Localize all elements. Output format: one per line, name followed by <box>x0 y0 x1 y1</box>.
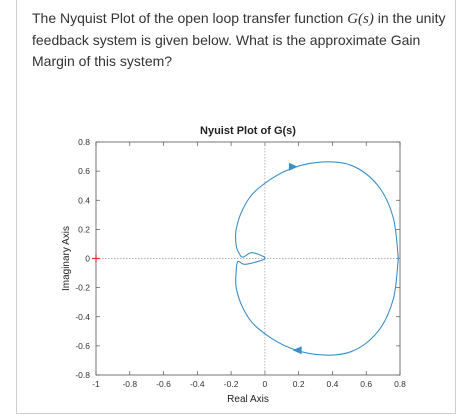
y-tick-labels: 0.8 0.6 0.4 0.2 0 -0.2 -0.4 -0.6 -0.8 <box>75 137 90 380</box>
y-tick-label: -0.2 <box>75 283 90 293</box>
zero-lines <box>96 142 400 375</box>
y-tick-label: 0 <box>85 254 90 264</box>
y-axis-label: Imaginary Axis <box>61 226 72 291</box>
y-tick-label: -0.6 <box>75 341 90 351</box>
y-tick-label: 0.6 <box>78 166 90 176</box>
x-tick-label: 0.6 <box>360 379 372 389</box>
x-tick-label: 0.2 <box>293 379 305 389</box>
direction-arrow <box>288 162 298 171</box>
x-tick-label: -0.6 <box>156 379 171 389</box>
y-tick-label: 0.2 <box>78 224 90 234</box>
question-text-after: in the unity feedback system is given be… <box>32 10 446 69</box>
x-tick-label: -1 <box>92 379 100 389</box>
question-card <box>16 0 456 414</box>
critical-point-marker <box>92 254 100 263</box>
x-tick-label: -0.2 <box>224 379 239 389</box>
x-tick-label: -0.8 <box>122 379 137 389</box>
y-tick-label: -0.4 <box>75 312 90 322</box>
question-text-before: The Nyquist Plot of the open loop transf… <box>32 10 348 26</box>
x-tick-label: -0.4 <box>190 379 205 389</box>
question-text: The Nyquist Plot of the open loop transf… <box>32 8 452 72</box>
direction-arrow <box>292 346 302 355</box>
chart-title: Nyuist Plot of G(s) <box>200 125 296 137</box>
x-tick-label: 0 <box>263 379 268 389</box>
y-tick-label: -0.8 <box>75 370 90 380</box>
direction-arrows <box>288 162 302 355</box>
y-tick-label: 0.8 <box>78 137 90 147</box>
x-tick-label: 0.8 <box>394 379 406 389</box>
y-tick-label: 0.4 <box>78 195 90 205</box>
x-tick-label: 0.4 <box>327 379 339 389</box>
x-axis-label: Real Axis <box>227 394 269 405</box>
transfer-function-symbol: G(s) <box>347 11 374 27</box>
x-tick-labels: -1 -0.8 -0.6 -0.4 -0.2 0 0.2 0.4 0.6 0.8 <box>92 379 406 389</box>
